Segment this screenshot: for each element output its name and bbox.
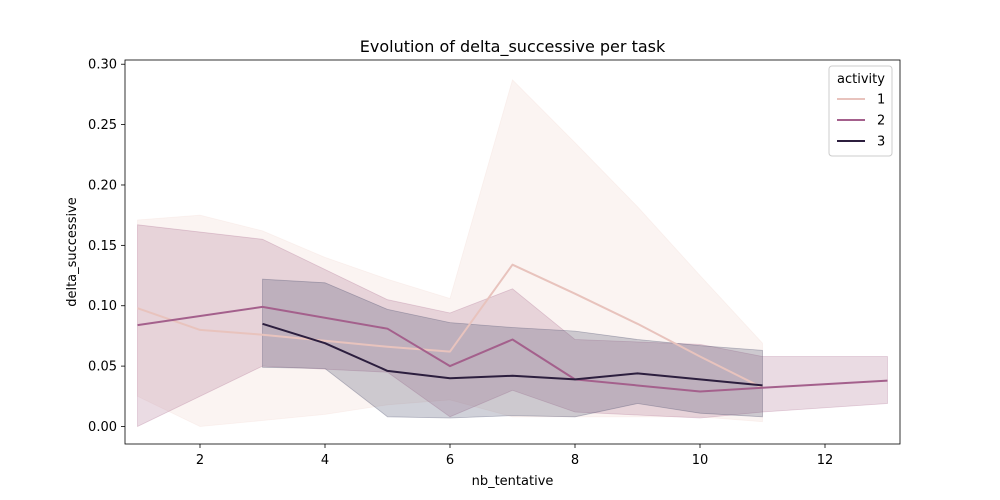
x-axis-label: nb_tentative (472, 474, 554, 489)
legend-label-activity-3: 3 (877, 135, 885, 150)
confidence-band-activity-3 (262, 278, 763, 419)
confidence-band-activity-1 (137, 79, 763, 427)
y-tick-label: 0.00 (88, 420, 117, 435)
y-tick-label: 0.30 (88, 58, 117, 73)
x-tick-label: 2 (196, 453, 204, 468)
confidence-band-activity-2 (137, 224, 888, 428)
y-tick-label: 0.15 (88, 239, 117, 254)
chart-title: Evolution of delta_successive per task (360, 37, 666, 57)
y-axis-ticks: 0.00 0.05 0.10 0.15 0.20 0.25 0.30 (88, 58, 125, 435)
y-axis-label: delta_successive (65, 197, 80, 307)
legend: activity 1 2 3 (828, 65, 893, 157)
series-line-activity-3 (262, 322, 763, 387)
x-tick-label: 12 (817, 453, 834, 468)
series-line-activity-1 (137, 263, 763, 389)
series-lines (137, 263, 888, 393)
legend-title: activity (837, 72, 885, 87)
series-line-activity-2 (137, 305, 888, 393)
legend-box (828, 65, 893, 157)
confidence-bands (137, 79, 888, 428)
legend-label-activity-1: 1 (877, 93, 885, 108)
x-tick-label: 4 (321, 453, 329, 468)
x-tick-label: 6 (446, 453, 454, 468)
y-tick-label: 0.10 (88, 299, 117, 314)
y-tick-label: 0.20 (88, 178, 117, 193)
x-axis-ticks: 2 4 6 8 10 12 (196, 444, 833, 468)
x-tick-label: 10 (692, 453, 709, 468)
y-tick-label: 0.25 (88, 118, 117, 133)
plot-area (124, 59, 901, 445)
x-tick-label: 8 (571, 453, 579, 468)
legend-label-activity-2: 2 (877, 114, 885, 129)
y-tick-label: 0.05 (88, 360, 117, 375)
